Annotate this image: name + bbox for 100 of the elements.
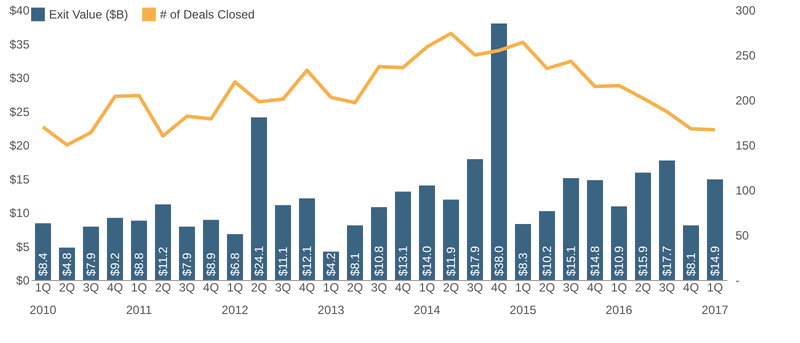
data-label: $8.4 xyxy=(36,252,50,276)
y2-tick-label: 50 xyxy=(736,228,750,242)
y-tick-label: $10 xyxy=(9,206,30,220)
data-label: $9.2 xyxy=(108,252,122,276)
bar xyxy=(707,179,723,280)
y-tick-label: $25 xyxy=(9,104,30,119)
data-label: $7.9 xyxy=(180,252,194,276)
x-tick-label: 4Q xyxy=(106,280,124,294)
data-label: $15.1 xyxy=(564,246,578,276)
x-tick-label: 4Q xyxy=(298,280,316,294)
bar xyxy=(443,200,459,280)
data-label: $10.9 xyxy=(612,246,626,276)
bar xyxy=(419,186,435,280)
bar xyxy=(155,204,171,280)
x-tick-label: 1Q xyxy=(610,280,628,294)
x-tick-label: 2Q xyxy=(154,280,172,294)
x-tick-label: 4Q xyxy=(586,280,604,294)
y2-tick-label: - xyxy=(736,274,740,288)
data-label: $14.0 xyxy=(420,246,434,276)
bar xyxy=(587,180,603,280)
data-label: $14.9 xyxy=(708,246,722,276)
x-tick-label: 2Q xyxy=(250,280,268,294)
x-tick-label: 2Q xyxy=(346,280,364,294)
data-label: $11.1 xyxy=(276,246,290,276)
y2-tick-label: 200 xyxy=(736,94,756,108)
data-label: $17.7 xyxy=(660,246,674,276)
x-tick-label: 1Q xyxy=(514,280,532,294)
y-tick-label: $40 xyxy=(9,4,30,18)
bar xyxy=(107,218,123,280)
text: 2015 xyxy=(510,303,537,317)
y-tick-label: $5 xyxy=(16,240,30,254)
x-tick-label: 1Q xyxy=(226,280,244,294)
x-tick-label: 4Q xyxy=(202,280,220,294)
data-label: $8.3 xyxy=(516,252,530,276)
data-label: $38.0 xyxy=(492,246,506,276)
x-tick-label: 3Q xyxy=(370,280,388,294)
text: 2011 xyxy=(126,303,152,317)
data-label: $6.8 xyxy=(228,252,242,276)
x-tick-label: 2Q xyxy=(634,280,652,294)
x-tick-label: 3Q xyxy=(274,280,292,294)
line-series xyxy=(41,32,717,147)
text: 2017 xyxy=(702,303,729,317)
bar xyxy=(539,211,555,280)
x-tick-label: 1Q xyxy=(34,280,52,294)
data-label: $15.9 xyxy=(636,246,650,276)
x-tick-label: 1Q xyxy=(418,280,436,294)
data-label: $8.1 xyxy=(684,252,698,276)
text: 2010 xyxy=(30,303,57,317)
legend-label: # of Deals Closed xyxy=(160,7,255,22)
data-label: $11.2 xyxy=(156,246,170,276)
x-tick-label: 1Q xyxy=(706,280,724,294)
y2-tick-label: 250 xyxy=(736,48,756,62)
data-label: $17.9 xyxy=(468,246,482,276)
text: 2012 xyxy=(222,303,249,317)
bar xyxy=(491,24,507,280)
bar xyxy=(659,160,675,280)
bar xyxy=(251,117,267,280)
data-label: $8.1 xyxy=(348,252,362,276)
x-tick-label: 3Q xyxy=(562,280,580,294)
x-tick-label: 1Q xyxy=(130,280,148,294)
data-label: $8.8 xyxy=(132,252,146,276)
data-label: $7.9 xyxy=(84,252,98,276)
x-tick-label: 4Q xyxy=(682,280,700,294)
data-label: $12.1 xyxy=(300,246,314,276)
x-tick-label: 3Q xyxy=(82,280,100,294)
data-label: $13.1 xyxy=(396,246,410,276)
bar xyxy=(467,159,483,280)
text: 2013 xyxy=(318,303,345,317)
text: 2014 xyxy=(414,303,441,317)
bar xyxy=(395,192,411,280)
x-tick-label: 4Q xyxy=(490,280,508,294)
bar xyxy=(563,178,579,280)
x-tick-label: 2Q xyxy=(58,280,76,294)
y-tick-label: $30 xyxy=(9,71,30,85)
bar xyxy=(299,198,315,280)
x-tick-label: 2Q xyxy=(538,280,556,294)
data-label: $4.2 xyxy=(324,252,338,276)
bar xyxy=(635,172,651,280)
data-label: $10.2 xyxy=(540,246,554,276)
data-label: $11.9 xyxy=(444,246,458,276)
x-tick-label: 2Q xyxy=(442,280,460,294)
y2-tick-label: 300 xyxy=(736,4,756,18)
data-label: $14.8 xyxy=(588,246,602,276)
y-tick-label: $35 xyxy=(9,37,30,52)
legend-label: Exit Value ($B) xyxy=(49,7,128,22)
y-tick-label: $0 xyxy=(16,274,30,288)
text: 2016 xyxy=(606,303,633,317)
data-label: $8.9 xyxy=(204,252,218,276)
x-tick-label: 3Q xyxy=(658,280,676,294)
y2-tick-label: 150 xyxy=(736,138,756,152)
data-label: $24.1 xyxy=(252,246,266,276)
y2-tick-label: 100 xyxy=(736,184,756,198)
bar xyxy=(275,205,291,280)
y-tick-label: $15 xyxy=(9,172,30,186)
data-label: $10.8 xyxy=(372,246,386,276)
x-tick-label: 3Q xyxy=(466,280,484,294)
x-tick-label: 1Q xyxy=(322,280,340,294)
data-label: $4.8 xyxy=(60,252,74,276)
y-tick-label: $20 xyxy=(9,138,30,152)
x-tick-label: 4Q xyxy=(394,280,412,294)
